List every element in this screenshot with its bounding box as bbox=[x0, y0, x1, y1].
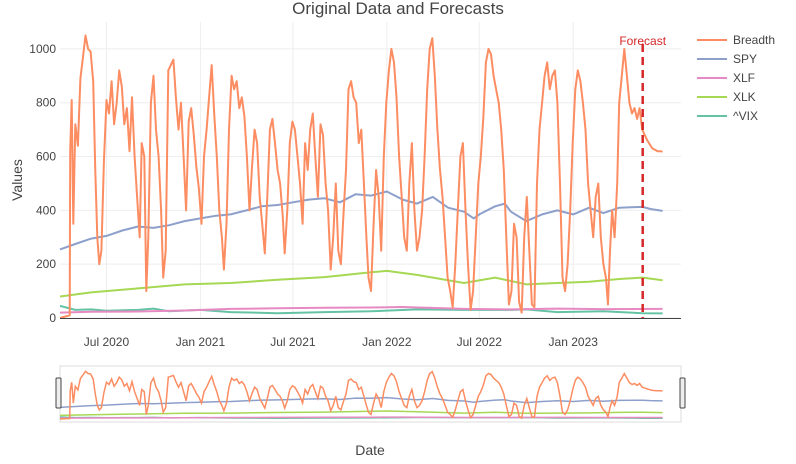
legend-item-breadth[interactable]: Breadth bbox=[697, 33, 775, 47]
range-slider-handle-right[interactable] bbox=[679, 377, 686, 409]
slider-series-spy bbox=[59, 396, 663, 409]
range-slider[interactable] bbox=[55, 365, 686, 423]
legend-label: XLF bbox=[733, 71, 755, 85]
series-line-xlk bbox=[59, 269, 663, 298]
y-tick-label: 1000 bbox=[29, 42, 56, 56]
slider-series-xlf bbox=[59, 416, 663, 419]
x-tick-label: Jul 2022 bbox=[457, 335, 503, 349]
legend-label: Breadth bbox=[733, 33, 775, 47]
x-tick-label: Jul 2020 bbox=[84, 335, 130, 349]
chart-title: Original Data and Forecasts bbox=[292, 0, 504, 18]
forecast-annotation: Forecast bbox=[619, 34, 667, 318]
x-tick-label: Jul 2021 bbox=[270, 335, 316, 349]
legend-item-xlf[interactable]: XLF bbox=[697, 71, 755, 85]
legend-label: XLK bbox=[733, 90, 756, 104]
forecast-label: Forecast bbox=[619, 34, 666, 48]
plot-area bbox=[59, 34, 663, 319]
y-tick-label: 800 bbox=[36, 96, 56, 110]
legend-item-spy[interactable]: SPY bbox=[697, 52, 757, 66]
series-line-vix bbox=[59, 304, 663, 315]
series-line-xlf bbox=[59, 306, 663, 314]
series-line-breadth bbox=[59, 34, 663, 319]
y-tick-label: 0 bbox=[49, 311, 56, 325]
x-tick-label: Jan 2023 bbox=[549, 335, 599, 349]
legend-item-xlk[interactable]: XLK bbox=[697, 90, 756, 104]
x-axis-title: Date bbox=[355, 442, 385, 458]
legend-label: ^VIX bbox=[733, 109, 758, 123]
legend-label: SPY bbox=[733, 52, 757, 66]
y-axis-ticks: 0 200 400 600 800 1000 bbox=[29, 42, 56, 325]
x-axis-ticks: Jul 2020 Jan 2021 Jul 2021 Jan 2022 Jul 2022… bbox=[84, 335, 598, 349]
slider-series-breadth bbox=[59, 370, 663, 420]
range-slider-handle-left[interactable] bbox=[55, 377, 62, 409]
x-tick-label: Jan 2022 bbox=[362, 335, 412, 349]
y-axis-title: Values bbox=[9, 159, 25, 201]
legend-item-vix[interactable]: ^VIX bbox=[697, 109, 758, 123]
series-line-spy bbox=[59, 190, 663, 251]
legend: Breadth SPY XLF XLK ^VIX bbox=[697, 33, 775, 123]
x-tick-label: Jan 2021 bbox=[176, 335, 226, 349]
y-tick-label: 600 bbox=[36, 150, 56, 164]
y-tick-label: 400 bbox=[36, 203, 56, 217]
slider-series-xlk bbox=[59, 410, 663, 417]
y-tick-label: 200 bbox=[36, 257, 56, 271]
